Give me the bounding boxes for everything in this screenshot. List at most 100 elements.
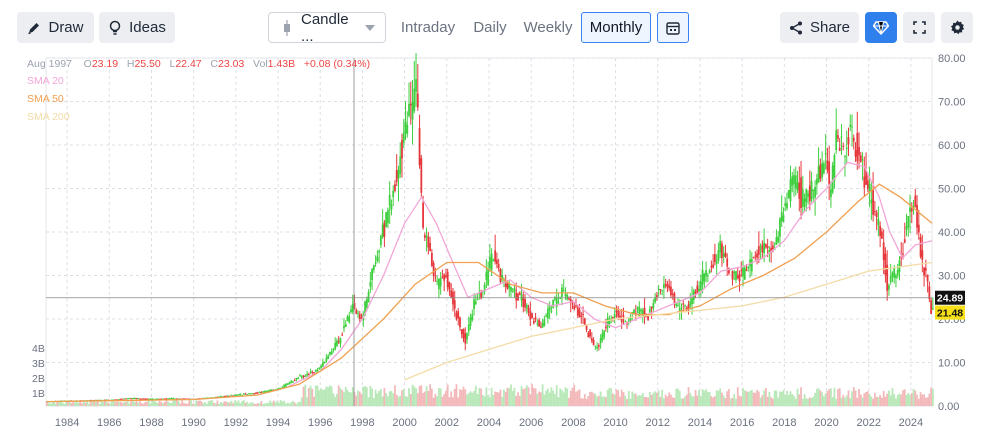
ohlc-readout: Aug 1997 O23.19 H25.50 L22.47 C23.03 Vol… [27,58,370,70]
candle [121,398,124,400]
volume-bar [387,396,389,406]
chart-area[interactable]: 0.00 10.00 20.00 30.00 40.00 50.00 60.00 70.00 8… [0,52,1000,442]
volume-bar [369,385,372,406]
candle [306,374,308,376]
ideas-button[interactable]: Ideas [99,12,175,43]
candle [329,352,331,355]
last-price-label: 21.48 [937,308,963,320]
legend-sma-50[interactable]: SMA 50 [27,93,64,105]
volume-bar [443,394,446,406]
settings-button[interactable] [941,12,973,43]
volume-bar [692,396,695,406]
volume-bar [439,388,442,406]
x-tick-label: 2018 [772,417,796,429]
volume-bar [147,400,150,406]
share-button[interactable]: Share [780,12,859,43]
candle [641,310,644,317]
volume-bar [60,400,62,406]
candle [735,271,737,280]
volume-bar [671,397,674,406]
volume-bar [817,388,820,406]
volume-bar [249,402,252,406]
volume-bar [559,388,562,406]
volume-bar [902,390,904,406]
x-tick-label: 1996 [308,417,332,429]
candle [114,399,117,401]
volume-bar [466,394,468,406]
candle [531,313,533,318]
tab-intraday[interactable]: Intraday [400,19,456,36]
volume-bar [877,397,880,406]
chart-type-select[interactable]: Candle ... [268,11,386,45]
draw-button[interactable]: Draw [17,12,94,43]
volume-bar [814,393,816,406]
volume-bar [756,389,758,406]
volume-bar [54,403,57,406]
volume-bar [246,401,249,406]
volume-bar [96,401,99,406]
premium-button[interactable] [865,12,897,43]
x-tick-label: 1986 [97,417,121,429]
volume-bar [485,387,488,406]
volume-bar [786,390,788,406]
candle [596,347,599,349]
volume-bar [916,394,918,406]
volume-bar [184,403,187,406]
volume-bar [344,387,347,406]
volume-bar [745,391,748,406]
volume-bar [248,403,250,406]
volume-bar [831,397,834,406]
candle [615,310,618,312]
volume-bar [286,402,289,406]
volume-bar [306,397,308,406]
volume-bar [777,397,780,406]
volume-bar [232,403,235,406]
candle [314,369,317,372]
candle [550,310,553,312]
candle [921,250,924,260]
candle [220,396,222,398]
candle [898,260,901,272]
volume-bar [652,392,655,406]
candle [381,224,384,237]
candle [713,254,716,263]
candle [777,236,780,242]
volume-bar [659,396,662,406]
volume-bar [211,400,214,406]
candle [675,303,678,306]
close-label: C [210,58,218,70]
volume-bar [79,400,82,406]
candle [293,380,296,382]
tab-daily[interactable]: Daily [473,19,507,36]
volume-bar [794,398,797,406]
candle [912,206,915,209]
candle [346,316,349,321]
tab-monthly[interactable]: Monthly [581,12,651,43]
candle [365,299,368,308]
tab-weekly[interactable]: Weekly [523,19,573,36]
share-icon [789,21,803,35]
candle [144,398,147,400]
volume-bar [228,402,231,406]
volume-bar [668,392,671,406]
legend-sma-20[interactable]: SMA 20 [27,75,64,87]
lightbulb-icon [108,20,122,36]
calendar-button[interactable] [657,12,689,43]
fullscreen-button[interactable] [903,12,935,43]
candle [603,330,606,338]
legend-sma-200[interactable]: SMA 200 [27,111,70,123]
candle [750,259,753,272]
volume-bar [107,403,110,406]
candle [485,271,488,280]
candle [845,147,848,149]
candle [794,175,797,189]
candle [847,137,850,145]
volume-bar [488,397,491,406]
candle [726,258,729,267]
volume-bar [793,395,795,406]
candle [793,175,795,185]
price-chart[interactable]: 0.0010.0020.0030.0040.0050.0060.0070.008… [0,52,1000,442]
volume-bar [851,391,853,406]
volume-bar [118,402,120,406]
volume-bar [740,396,743,406]
